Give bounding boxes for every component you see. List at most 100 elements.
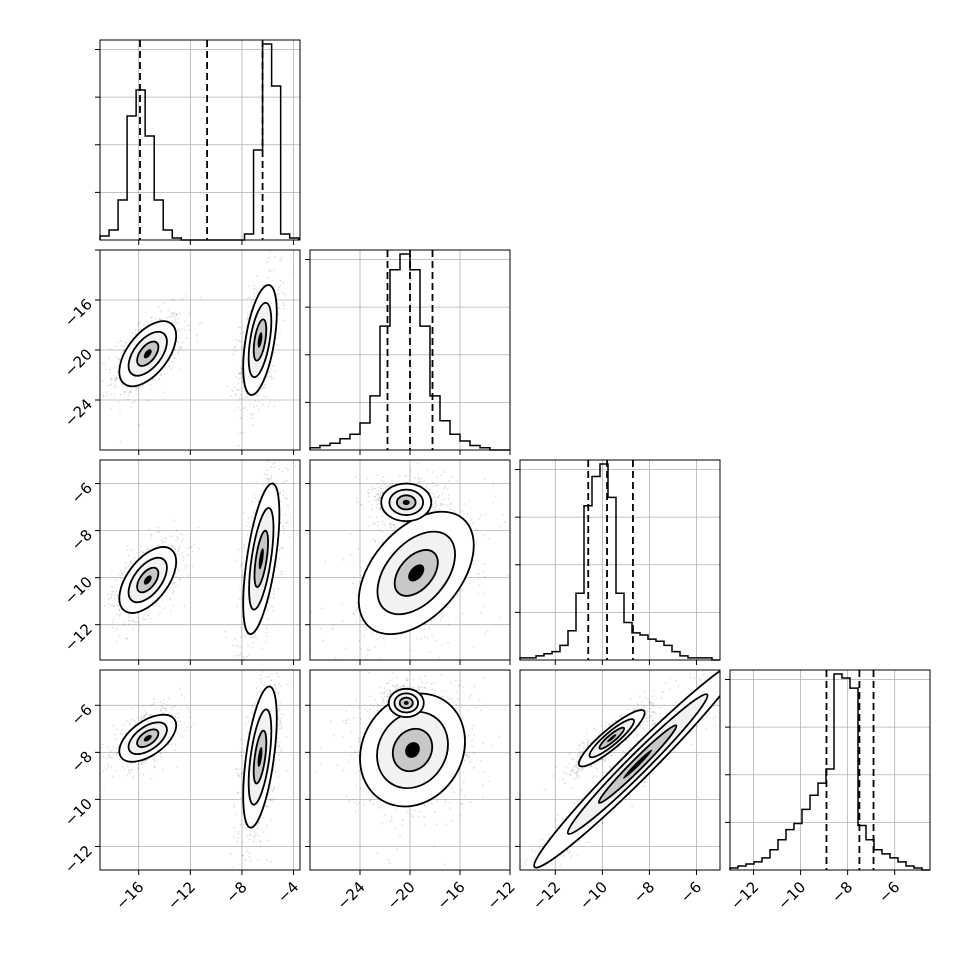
sample-point (172, 706, 175, 708)
sample-point (263, 395, 266, 398)
sample-point (142, 384, 144, 387)
sample-point (131, 707, 133, 710)
sample-point (244, 722, 247, 725)
sample-point (236, 772, 239, 774)
sample-point (181, 533, 184, 536)
sample-point (118, 357, 121, 360)
sample-point (247, 644, 250, 647)
sample-point (108, 598, 110, 601)
sample-point (270, 475, 273, 477)
sample-point (150, 316, 153, 319)
density-peak (143, 349, 152, 359)
sample-point (279, 493, 281, 495)
hist-panel-1 (305, 249, 511, 455)
sample-point (268, 376, 271, 379)
sample-point (181, 735, 184, 738)
sample-point (366, 654, 369, 656)
sample-point (352, 612, 354, 615)
sample-point (177, 345, 180, 348)
sample-point (109, 384, 112, 387)
sample-point (111, 626, 114, 629)
histogram-0 (99, 43, 300, 241)
sample-point (108, 755, 110, 757)
sample-point (277, 741, 279, 744)
sample-point (283, 304, 286, 307)
sample-point (172, 299, 175, 302)
sample-point (237, 836, 240, 839)
sample-point (284, 480, 286, 483)
sample-point (137, 717, 139, 720)
sample-point (277, 313, 280, 316)
sample-point (102, 755, 105, 758)
sample-point (471, 522, 474, 525)
sample-point (478, 584, 481, 587)
sample-point (152, 378, 155, 381)
sample-point (419, 637, 422, 640)
sample-point (255, 700, 258, 702)
sample-point (143, 618, 145, 621)
sample-point (112, 745, 115, 748)
sample-point (174, 743, 177, 746)
sample-point (107, 765, 110, 768)
sample-point (179, 687, 182, 690)
sample-point (431, 634, 434, 636)
sample-point (134, 329, 137, 331)
sample-point (142, 716, 145, 719)
y-tick-label: −16 (61, 295, 96, 330)
sample-point (172, 534, 175, 537)
sample-point (353, 613, 356, 616)
sample-point (253, 676, 255, 678)
sample-point (125, 389, 128, 392)
sample-point (260, 387, 263, 390)
sample-point (171, 298, 173, 300)
sample-point (360, 619, 363, 622)
sample-point (193, 543, 195, 546)
sample-point (404, 636, 407, 638)
sample-point (112, 591, 115, 593)
sample-point (238, 372, 241, 375)
sample-point (235, 559, 238, 562)
sample-point (277, 666, 279, 668)
sample-point (252, 646, 255, 649)
sample-point (119, 393, 122, 396)
sample-point (278, 549, 281, 551)
sample-point (282, 307, 285, 310)
sample-point (233, 386, 236, 389)
sample-point (237, 677, 239, 679)
sample-point (470, 518, 473, 521)
sample-point (183, 696, 186, 699)
sample-point (161, 541, 164, 544)
sample-point (278, 727, 281, 730)
sample-point (112, 621, 114, 624)
sample-point (384, 524, 387, 527)
sample-point (169, 609, 172, 612)
sample-point (333, 624, 335, 626)
joint-panel-1-0: −24−20−16 (61, 249, 301, 455)
sample-point (250, 412, 253, 415)
sample-point (269, 657, 271, 659)
sample-point (240, 636, 242, 638)
sample-point (158, 377, 160, 380)
sample-point (270, 477, 273, 480)
sample-point (266, 474, 269, 476)
sample-point (285, 522, 287, 525)
sample-point (437, 508, 440, 511)
sample-point (174, 320, 177, 323)
sample-point (288, 446, 290, 448)
sample-point (171, 361, 174, 363)
sample-point (193, 722, 195, 725)
sample-point (230, 853, 232, 855)
sample-point (450, 503, 452, 506)
sample-point (246, 834, 249, 837)
sample-point (173, 316, 176, 319)
sample-point (503, 521, 506, 524)
sample-point (111, 570, 113, 572)
sample-point (178, 329, 181, 331)
sample-point (176, 731, 179, 734)
sample-point (271, 279, 274, 282)
sample-point (461, 589, 464, 592)
mode-0 (118, 713, 178, 763)
sample-point (273, 405, 276, 407)
sample-point (132, 401, 135, 404)
sample-point (242, 407, 245, 410)
